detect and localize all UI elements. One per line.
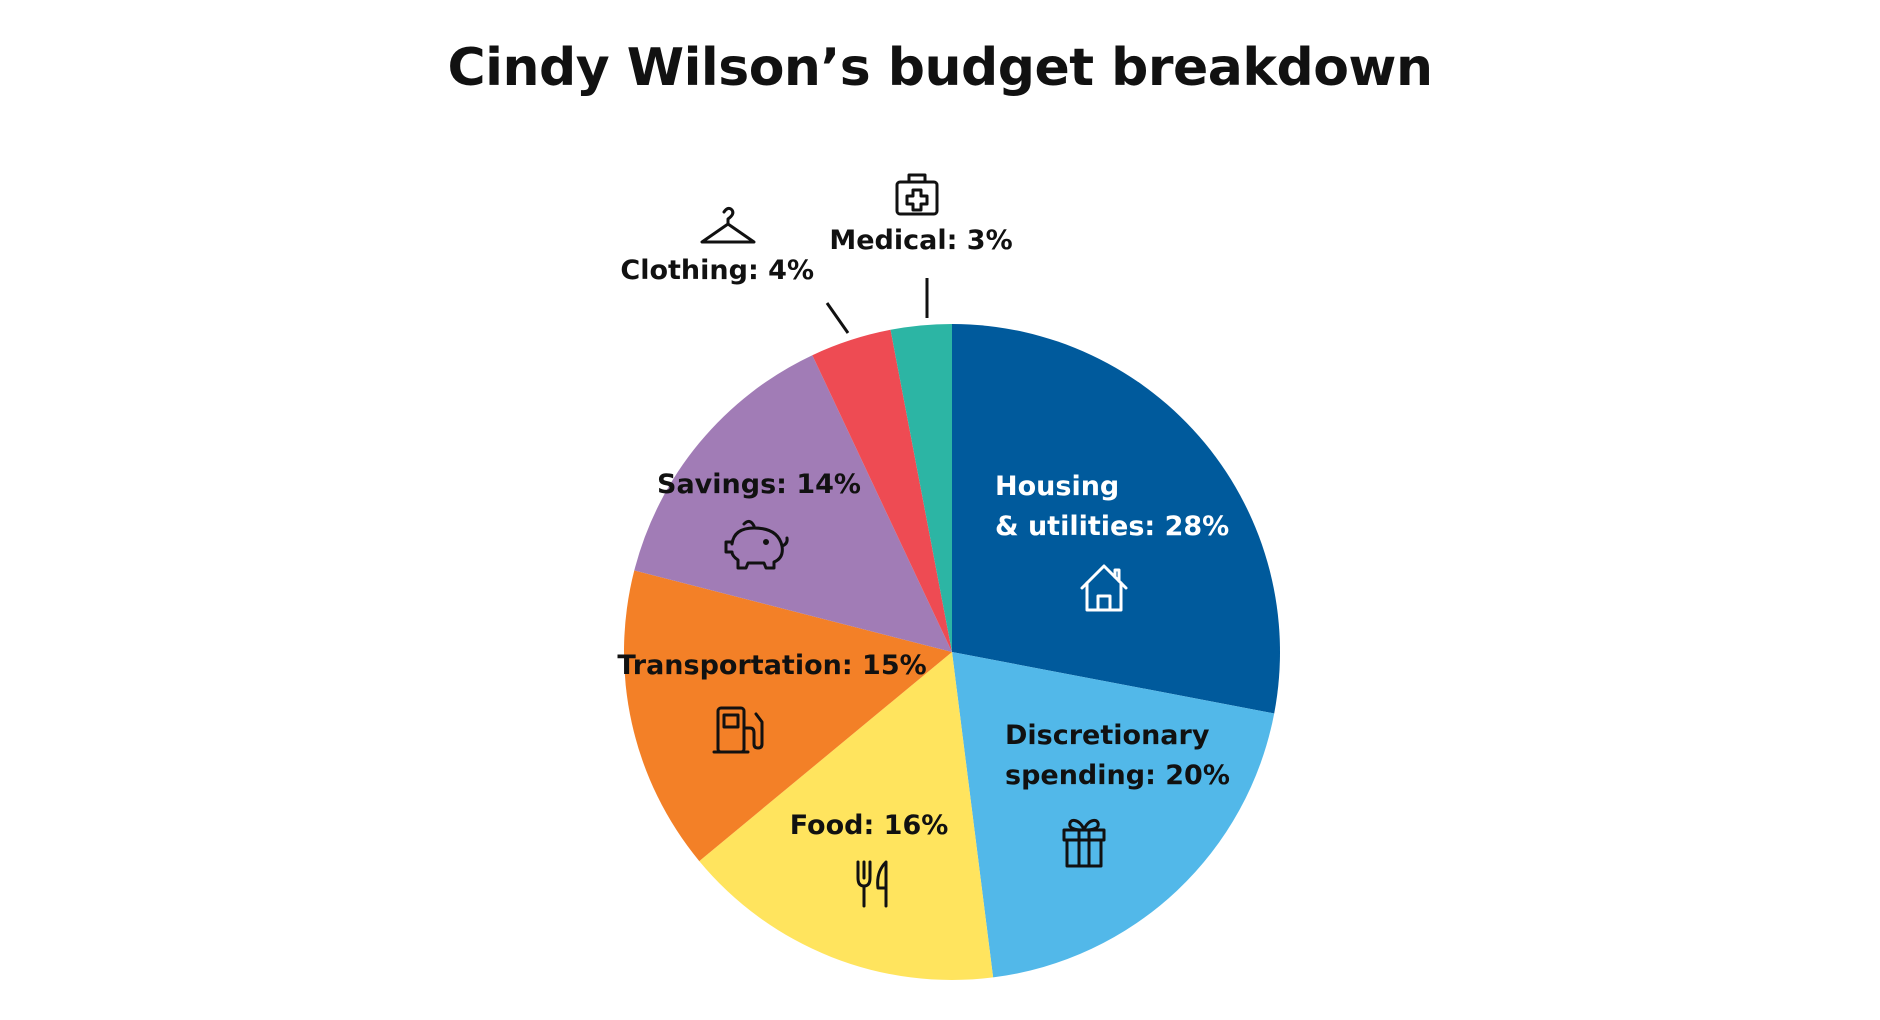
slice-labels: Housing & utilities: 28% Discretionary spen…	[617, 225, 1230, 841]
house-icon	[1080, 564, 1128, 612]
pie-slice-discretionary-spending	[952, 652, 1275, 978]
pie-slice-food	[699, 652, 994, 980]
chart-title: Cindy Wilson’s budget breakdown	[447, 38, 1433, 98]
pie-slice-housing-utilities	[952, 324, 1280, 714]
gas-pump-icon	[712, 706, 764, 754]
slice-label: Housing & utilities: 28%	[995, 471, 1229, 542]
slice-label: Food: 16%	[790, 810, 949, 841]
gift-icon	[1062, 819, 1106, 868]
pie-slice-clothing	[812, 329, 952, 652]
pie-slice-transportation	[623, 570, 952, 862]
fork-knife-icon	[856, 860, 888, 908]
piggy-bank-icon	[724, 519, 789, 570]
first-aid-kit-icon	[895, 173, 939, 216]
hanger-icon	[700, 206, 756, 244]
pie-slice-medical	[890, 324, 952, 652]
slice-label: Medical: 3%	[829, 225, 1012, 256]
slice-label: Discretionary spending: 20%	[1005, 720, 1230, 791]
leader-lines	[825, 278, 929, 334]
slice-label: Savings: 14%	[657, 469, 861, 500]
pie-slices	[623, 324, 1280, 980]
pie-slice-savings	[634, 355, 952, 652]
slice-label: Transportation: 15%	[617, 650, 926, 681]
clothing-leader-line	[825, 302, 850, 334]
slice-label: Clothing: 4%	[620, 255, 814, 286]
